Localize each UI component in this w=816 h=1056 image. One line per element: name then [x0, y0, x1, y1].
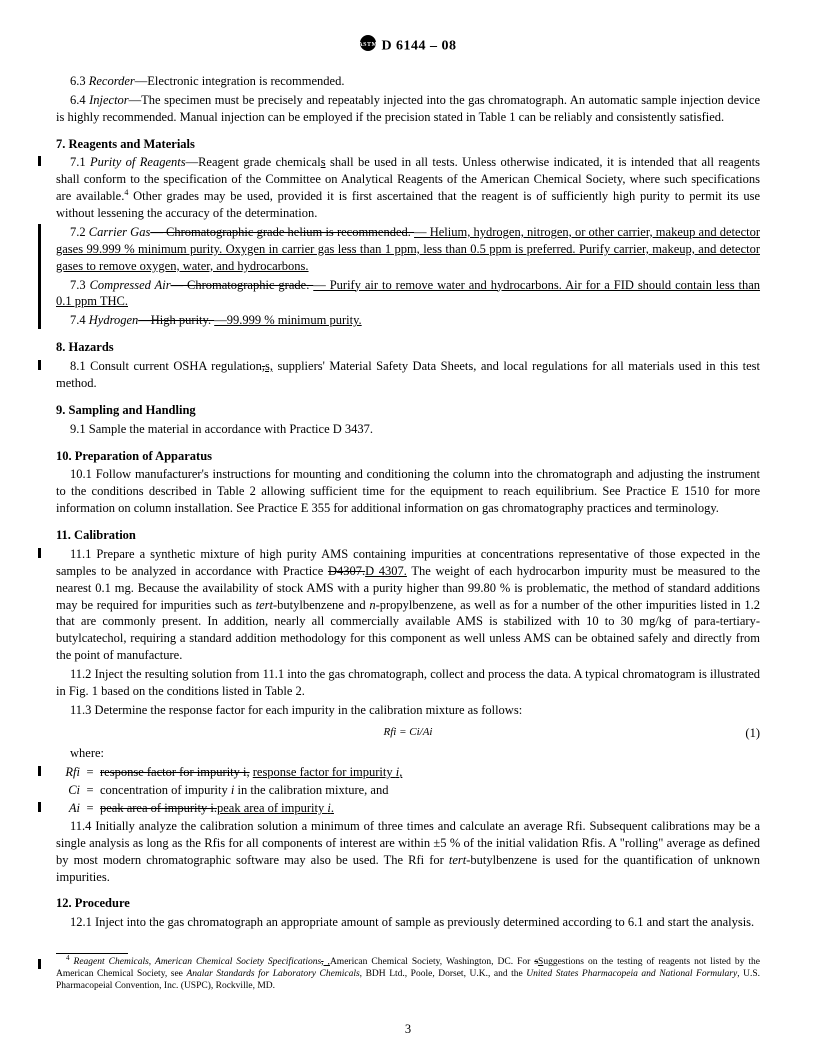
revision-bar: 11.1 Prepare a synthetic mixture of high…	[56, 546, 760, 664]
para-6-4: 6.4 Injector—The specimen must be precis…	[56, 92, 760, 126]
para-6-3: 6.3 Recorder—Electronic integration is r…	[56, 73, 760, 90]
def-ai: Ai=peak area of impurity i.peak area of …	[56, 800, 760, 817]
page-number: 3	[0, 1021, 816, 1038]
para-11-1: 11.1 Prepare a synthetic mixture of high…	[56, 546, 760, 664]
svg-text:ASTM: ASTM	[359, 42, 377, 48]
revision-bar: Rfi=response factor for impurity i, resp…	[56, 764, 760, 781]
revision-bar: 7.1 Purity of Reagents—Reagent grade che…	[56, 154, 760, 222]
designation: D 6144 – 08	[381, 39, 456, 54]
equation-1: Rfi = Ci/Ai(1)	[56, 725, 760, 740]
para-11-2: 11.2 Inject the resulting solution from …	[56, 666, 760, 700]
revision-bar: 4 Reagent Chemicals, American Chemical S…	[56, 957, 760, 993]
revision-bar: 8.1 Consult current OSHA regulation,s, s…	[56, 358, 760, 392]
revision-bar: Ai=peak area of impurity i.peak area of …	[56, 800, 760, 817]
para-9-1: 9.1 Sample the material in accordance wi…	[56, 421, 760, 438]
para-7-3: 7.3 Compressed Air— Chromatographic grad…	[56, 277, 760, 311]
astm-logo: ASTM	[359, 34, 377, 59]
para-7-4: 7.4 Hydrogen—High purity. —99.999 % mini…	[56, 312, 760, 329]
section-11-title: 11. Calibration	[56, 527, 760, 544]
section-8-title: 8. Hazards	[56, 339, 760, 356]
footnote-4: 4 Reagent Chemicals, American Chemical S…	[56, 957, 760, 993]
para-7-1: 7.1 Purity of Reagents—Reagent grade che…	[56, 154, 760, 222]
section-7-title: 7. Reagents and Materials	[56, 136, 760, 153]
para-11-3: 11.3 Determine the response factor for e…	[56, 702, 760, 719]
para-12-1: 12.1 Inject into the gas chromatograph a…	[56, 914, 760, 931]
revision-bar: 7.2 Carrier Gas— Chromatographic grade h…	[38, 224, 760, 329]
para-7-2: 7.2 Carrier Gas— Chromatographic grade h…	[56, 224, 760, 275]
where-label: where:	[56, 745, 760, 762]
para-8-1: 8.1 Consult current OSHA regulation,s, s…	[56, 358, 760, 392]
para-10-1: 10.1 Follow manufacturer's instructions …	[56, 466, 760, 517]
def-ci: Ci=concentration of impurity i in the ca…	[56, 782, 760, 799]
para-11-4: 11.4 Initially analyze the calibration s…	[56, 818, 760, 886]
section-9-title: 9. Sampling and Handling	[56, 402, 760, 419]
section-10-title: 10. Preparation of Apparatus	[56, 448, 760, 465]
def-rfi: Rfi=response factor for impurity i, resp…	[56, 764, 760, 781]
section-12-title: 12. Procedure	[56, 895, 760, 912]
page-header: ASTM D 6144 – 08	[56, 34, 760, 59]
